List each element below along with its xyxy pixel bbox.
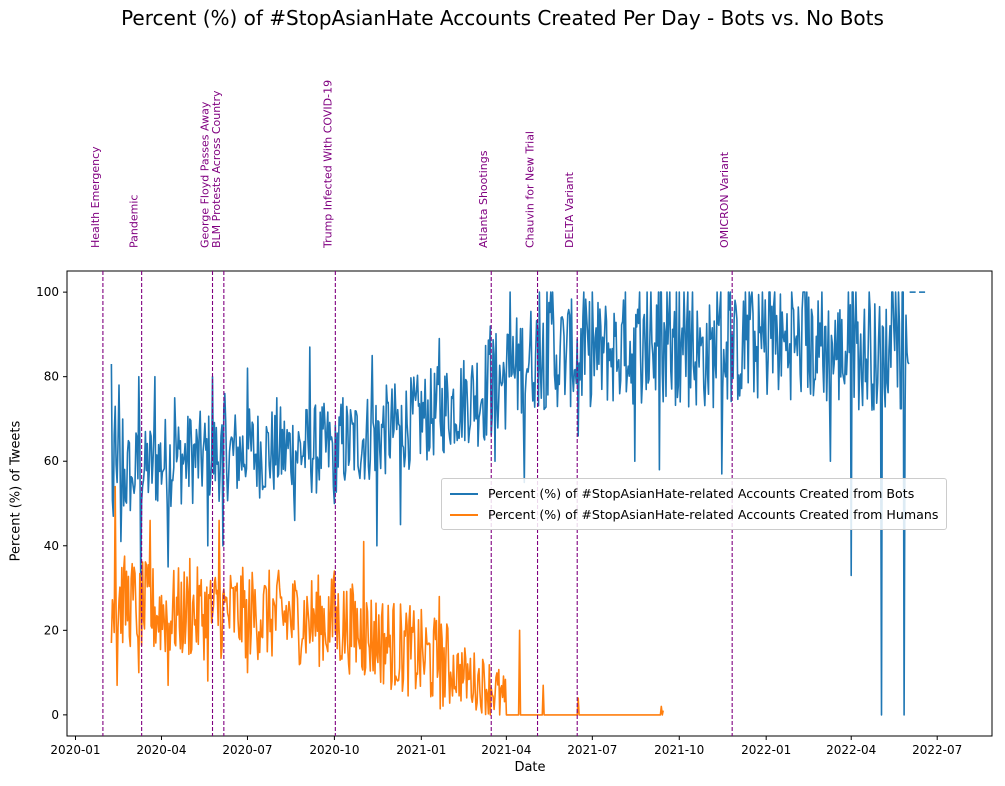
legend-label-bots: Percent (%) of #StopAsianHate-related Ac…: [488, 486, 915, 501]
plot-area: [66, 270, 993, 737]
legend-swatch-humans: [450, 513, 478, 516]
y-tick-label: 40: [44, 539, 59, 553]
chart-title: Percent (%) of #StopAsianHate Accounts C…: [121, 6, 884, 30]
legend-swatch-bots: [450, 492, 478, 495]
event-label-6: Chauvin for New Trial: [524, 131, 537, 248]
y-tick-label: 60: [44, 454, 59, 468]
y-tick-label: 80: [44, 370, 59, 384]
x-tick-label: 2020-07: [222, 743, 272, 757]
event-label-5: Atlanta Shootings: [477, 150, 490, 248]
event-label-1: Pandemic: [128, 195, 141, 248]
event-label-8: OMICRON Variant: [718, 151, 731, 248]
event-label-3: BLM Protests Across Country: [210, 90, 223, 248]
event-label-0: Health Emergency: [89, 146, 102, 248]
legend: Percent (%) of #StopAsianHate-related Ac…: [441, 478, 948, 530]
event-label-7: DELTA Variant: [563, 171, 576, 248]
x-tick-label: 2021-01: [396, 743, 446, 757]
event-label-4: Trump Infected With COVID-19: [321, 80, 334, 249]
y-axis-label: Percent (%) of Tweets: [8, 420, 24, 562]
legend-item-humans: Percent (%) of #StopAsianHate-related Ac…: [450, 504, 938, 525]
x-tick-label: 2022-04: [826, 743, 876, 757]
y-tick-label: 100: [36, 285, 59, 299]
series-line-bots: [110, 291, 910, 716]
legend-label-humans: Percent (%) of #StopAsianHate-related Ac…: [488, 507, 939, 522]
x-tick-label: 2021-04: [481, 743, 531, 757]
x-tick-label: 2020-04: [136, 743, 186, 757]
x-tick-label: 2022-07: [912, 743, 962, 757]
x-tick-label: 2022-01: [741, 743, 791, 757]
y-tick-label: 0: [51, 708, 59, 722]
series-line-humans: [110, 485, 664, 716]
y-tick-label: 20: [44, 623, 59, 637]
x-tick-label: 2020-01: [50, 743, 100, 757]
event-label-2: George Floyd Passes Away: [199, 101, 212, 248]
x-tick-label: 2021-10: [654, 743, 704, 757]
x-axis-label: Date: [514, 760, 546, 775]
x-tick-label: 2021-07: [567, 743, 617, 757]
legend-item-bots: Percent (%) of #StopAsianHate-related Ac…: [450, 483, 938, 504]
x-tick-label: 2020-10: [309, 743, 359, 757]
